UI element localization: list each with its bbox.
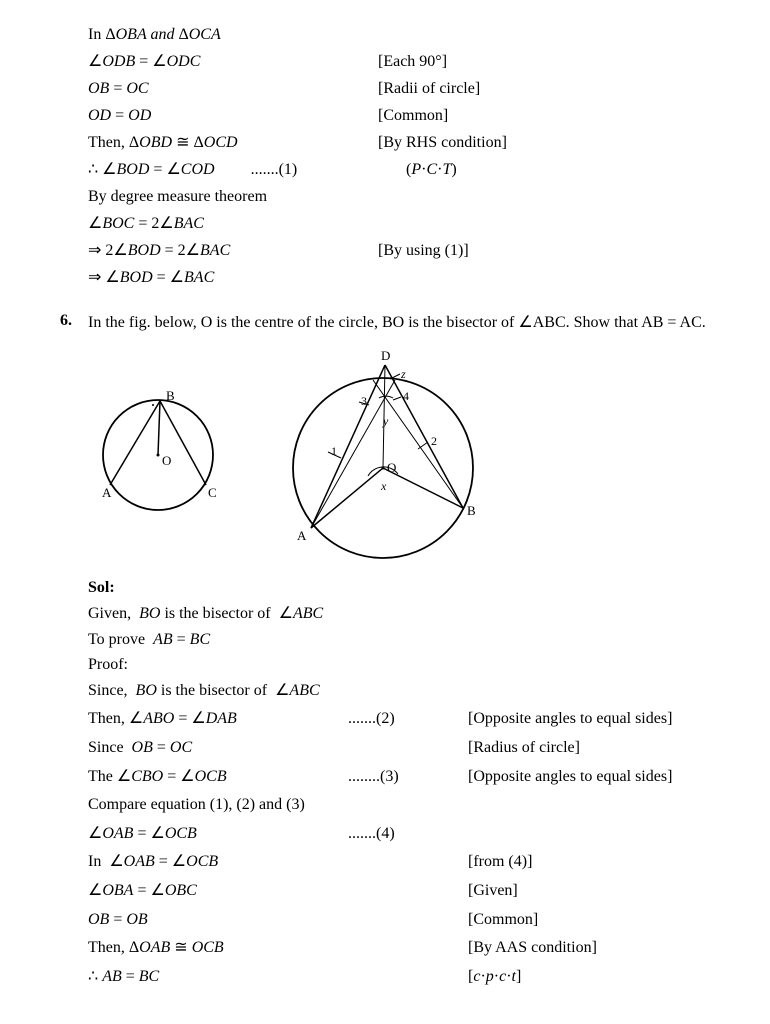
c: [By AAS condition] (468, 935, 740, 961)
c: [By RHS condition] (378, 131, 740, 155)
question-number: 6. (60, 312, 72, 330)
p1-l9: ⇒ 2∠BOD = 2∠BAC[By using (1)] (88, 239, 740, 263)
p1-l10: ⇒ ∠BOD = ∠BAC (88, 266, 740, 290)
c: In ∠OAB = ∠OCB (88, 849, 348, 875)
c: [Each 90°] (378, 50, 740, 74)
c: [Common] (378, 104, 740, 128)
c (348, 849, 468, 875)
c (378, 185, 740, 209)
c: The ∠CBO = ∠OCB (88, 764, 348, 790)
c: ........(3) (348, 764, 468, 790)
sol-g1: Given, BO is the bisector of ∠ABC (88, 601, 740, 627)
sol-heading: Sol: (88, 575, 740, 601)
c: Then, ΔOBD ≅ ΔOCD (88, 131, 378, 155)
c: ∠OBA = ∠OBC (88, 878, 348, 904)
c (468, 821, 740, 847)
c (378, 266, 740, 290)
c (348, 878, 468, 904)
figure-2: D A B O 1 2 3 4 x y z (273, 350, 503, 565)
figures-row: A B C O D A B O 1 2 3 4 x y z (88, 350, 740, 565)
sol-g2: To prove AB = BC (88, 627, 740, 653)
c: Then, ΔOAB ≅ OCB (88, 935, 348, 961)
c: [Given] (468, 878, 740, 904)
c: OB = OC (88, 77, 378, 101)
c: Then, ∠ABO = ∠DAB (88, 706, 348, 732)
c: ⇒ ∠BOD = ∠BAC (88, 266, 378, 290)
c: [By using (1)] (378, 239, 740, 263)
p1-l3: OB = OC[Radii of circle] (88, 77, 740, 101)
p1-l8: ∠BOC = 2∠BAC (88, 212, 740, 236)
sol-r1: Then, ∠ABO = ∠DAB.......(2)[Opposite ang… (88, 706, 740, 732)
c: .......(2) (348, 706, 468, 732)
figure-1: A B C O (88, 385, 233, 530)
p1-l1-r (378, 23, 740, 47)
fig2-label-y: y (382, 414, 389, 428)
p1-l1: In ΔOBA and ΔOCA (88, 23, 740, 47)
sol-g5: Compare equation (1), (2) and (3) (88, 792, 740, 818)
fig2-label-2: 2 (431, 434, 437, 448)
c (348, 735, 468, 761)
fig1-label-c: C (208, 485, 217, 500)
c (348, 964, 468, 990)
c: ∠BOC = 2∠BAC (88, 212, 378, 236)
sol-r5: In ∠OAB = ∠OCB [from (4)] (88, 849, 740, 875)
fig2-label-d: D (381, 350, 390, 363)
sol-r7: OB = OB [Common] (88, 907, 740, 933)
p1-l1-l: In ΔOBA and ΔOCA (88, 23, 378, 47)
c: [Opposite angles to equal sides] (468, 764, 740, 790)
sol-r2: Since OB = OC [Radius of circle] (88, 735, 740, 761)
p1-l4: OD = OD[Common] (88, 104, 740, 128)
c: [Radius of circle] (468, 735, 740, 761)
c: [Radii of circle] (378, 77, 740, 101)
fig2-label-o: O (387, 460, 396, 475)
c: [Opposite angles to equal sides] (468, 706, 740, 732)
c: ⇒ 2∠BOD = 2∠BAC (88, 239, 378, 263)
fig2-label-3: 3 (361, 394, 367, 408)
c: Since OB = OC (88, 735, 348, 761)
c: .......(4) (348, 821, 468, 847)
question-6: 6. In the fig. below, O is the centre of… (30, 312, 740, 334)
sol-r3: The ∠CBO = ∠OCB........(3)[Opposite angl… (88, 764, 740, 790)
fig2-label-x: x (380, 479, 387, 493)
p1-l6: ∴ ∠BOD = ∠COD .......(1) (P·C·T) (88, 158, 740, 182)
sol-r8: Then, ΔOAB ≅ OCB [By AAS condition] (88, 935, 740, 961)
sol-g3: Proof: (88, 652, 740, 678)
c: ∠OAB = ∠OCB (88, 821, 348, 847)
c: ∴ ∠BOD = ∠COD .......(1) (88, 158, 378, 182)
c: ∴ AB = BC (88, 964, 348, 990)
fig2-label-z: z (400, 367, 406, 381)
c: [c·p·c·t] (468, 964, 740, 990)
c (348, 935, 468, 961)
fig2-label-4: 4 (403, 389, 409, 403)
sol-g4: Since, BO is the bisector of ∠ABC (88, 678, 740, 704)
p1-l2: ∠ODB = ∠ODC[Each 90°] (88, 50, 740, 74)
fig1-label-o: O (162, 453, 171, 468)
fig2-label-b: B (467, 503, 476, 518)
proof1-block: In ΔOBA and ΔOCA ∠ODB = ∠ODC[Each 90°] O… (88, 23, 740, 290)
fig1-label-b: B (166, 388, 175, 403)
fig1-label-a: A (102, 485, 112, 500)
sol-r6: ∠OBA = ∠OBC [Given] (88, 878, 740, 904)
c: By degree measure theorem (88, 185, 378, 209)
c: [from (4)] (468, 849, 740, 875)
fig2-label-a: A (297, 528, 307, 543)
c: OD = OD (88, 104, 378, 128)
p1-l7: By degree measure theorem (88, 185, 740, 209)
sol-r9: ∴ AB = BC [c·p·c·t] (88, 964, 740, 990)
c: [Common] (468, 907, 740, 933)
c: (P·C·T) (378, 158, 740, 182)
sol-r4: ∠OAB = ∠OCB.......(4) (88, 821, 740, 847)
question-text: In the fig. below, O is the centre of th… (88, 312, 740, 334)
c: ∠ODB = ∠ODC (88, 50, 378, 74)
p1-l5: Then, ΔOBD ≅ ΔOCD[By RHS condition] (88, 131, 740, 155)
c (348, 907, 468, 933)
c: OB = OB (88, 907, 348, 933)
c (378, 212, 740, 236)
